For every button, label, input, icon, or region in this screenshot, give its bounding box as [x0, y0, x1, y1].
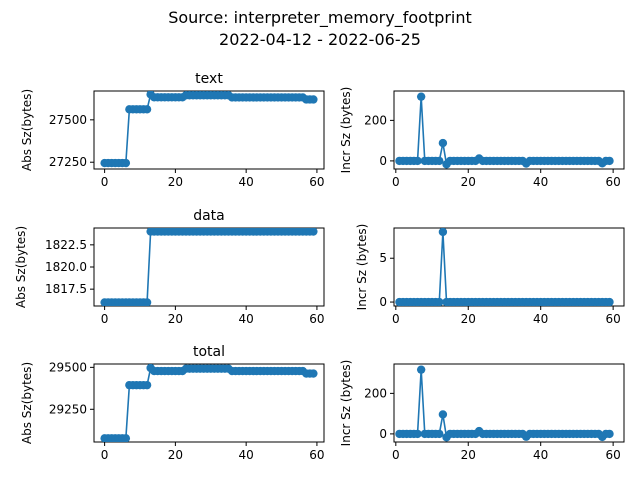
x-tick-label: 0	[392, 312, 400, 326]
y-tick-label: 27500	[49, 113, 87, 127]
y-tick-label: 1820.0	[45, 260, 87, 274]
y-tick-label: 29250	[49, 402, 87, 416]
series-group	[100, 364, 318, 442]
series-group	[395, 228, 614, 306]
y-axis-label: Incr Sz (bytes)	[339, 87, 353, 174]
x-tick-label: 60	[309, 312, 324, 326]
data-point-marker	[309, 369, 318, 378]
plot-area-frame	[93, 90, 325, 170]
series-group	[395, 365, 614, 442]
series-group	[100, 228, 318, 306]
x-tick-label: 40	[239, 448, 254, 462]
data-point-marker	[121, 158, 131, 168]
series-group	[395, 92, 614, 169]
x-tick-label: 0	[101, 175, 109, 189]
panel-title: data	[193, 208, 225, 224]
data-point-marker	[413, 429, 422, 439]
plot-area-frame	[393, 90, 625, 170]
x-tick-label: 20	[168, 312, 183, 326]
data-point-marker	[605, 429, 614, 439]
panel-title: total	[193, 344, 225, 360]
data-point-marker	[435, 429, 444, 439]
data-point-marker	[413, 156, 422, 166]
data-point-marker	[309, 95, 318, 104]
data-point-marker	[142, 380, 152, 390]
x-tick-label: 0	[101, 312, 109, 326]
panel-total-abs: total Abs Sz(bytes) 0 20 40 60 29250 29500	[20, 344, 325, 462]
series-group	[100, 91, 318, 168]
data-point-marker	[435, 156, 444, 166]
panel-data-incr: Incr Sz (bytes) 0 20 40 60 0 5	[355, 224, 625, 326]
panel-title: text	[195, 71, 223, 87]
figure-title-line2: 2022-04-12 - 2022-06-25	[219, 30, 421, 49]
y-tick-label: 1817.5	[45, 282, 87, 296]
y-tick-label: 200	[364, 113, 387, 127]
plot-area-frame	[393, 363, 625, 443]
data-point-marker	[605, 156, 614, 166]
x-tick-label: 40	[239, 312, 254, 326]
data-point-marker	[121, 434, 131, 442]
x-tick-label: 0	[101, 448, 109, 462]
y-tick-label: 200	[364, 386, 387, 400]
x-tick-label: 60	[309, 175, 324, 189]
x-tick-label: 40	[239, 175, 254, 189]
x-tick-label: 20	[461, 175, 476, 189]
y-tick-label: 0	[379, 154, 387, 168]
data-point-marker	[435, 297, 444, 306]
x-tick-label: 20	[461, 448, 476, 462]
x-tick-label: 60	[309, 448, 324, 462]
panel-text-incr: Incr Sz (bytes) 0 20 40 60 0 200	[339, 87, 625, 189]
panel-data-abs: data Abs Sz(bytes) 0 20 40 60 1817.5 1820.0 18…	[14, 208, 325, 326]
y-tick-label: 27250	[49, 155, 87, 169]
data-point-marker	[142, 105, 152, 114]
y-axis-label: Abs Sz(bytes)	[20, 89, 34, 171]
x-tick-label: 20	[168, 175, 183, 189]
panel-total-incr: Incr Sz (bytes) 0 20 40 60 0 200	[339, 360, 625, 462]
x-tick-label: 40	[533, 448, 548, 462]
figure-title-line1: Source: interpreter_memory_footprint	[168, 8, 472, 28]
data-point-marker	[605, 297, 614, 306]
data-point-marker	[309, 228, 318, 236]
panel-text-abs: text Abs Sz(bytes) 0 20 40 60 27250 27500	[20, 71, 325, 189]
y-axis-label: Incr Sz (bytes)	[355, 224, 369, 311]
data-point-marker	[416, 365, 426, 374]
x-tick-label: 60	[605, 175, 620, 189]
data-point-marker	[438, 138, 448, 148]
x-tick-label: 20	[461, 312, 476, 326]
y-tick-label: 0	[379, 427, 387, 441]
y-tick-label: 29500	[49, 360, 87, 374]
subplot-grid: text Abs Sz(bytes) 0 20 40 60 27250 27500 Inc…	[14, 71, 625, 462]
x-tick-label: 0	[392, 448, 400, 462]
y-axis-label: Incr Sz (bytes)	[339, 360, 353, 447]
data-point-marker	[438, 410, 448, 419]
y-tick-label: 0	[379, 295, 387, 309]
data-point-marker	[142, 298, 152, 306]
data-point-marker	[416, 92, 426, 101]
y-axis-label: Abs Sz(bytes)	[20, 362, 34, 444]
y-tick-label: 5	[379, 251, 387, 265]
x-tick-label: 20	[168, 448, 183, 462]
y-axis-label: Abs Sz(bytes)	[14, 226, 28, 308]
x-tick-label: 60	[605, 312, 620, 326]
y-tick-label: 1822.5	[45, 238, 87, 252]
x-tick-label: 0	[392, 175, 400, 189]
x-tick-label: 60	[605, 448, 620, 462]
x-tick-label: 40	[533, 312, 548, 326]
plot-area-frame	[93, 363, 325, 443]
x-tick-label: 40	[533, 175, 548, 189]
data-point-marker	[438, 228, 448, 237]
